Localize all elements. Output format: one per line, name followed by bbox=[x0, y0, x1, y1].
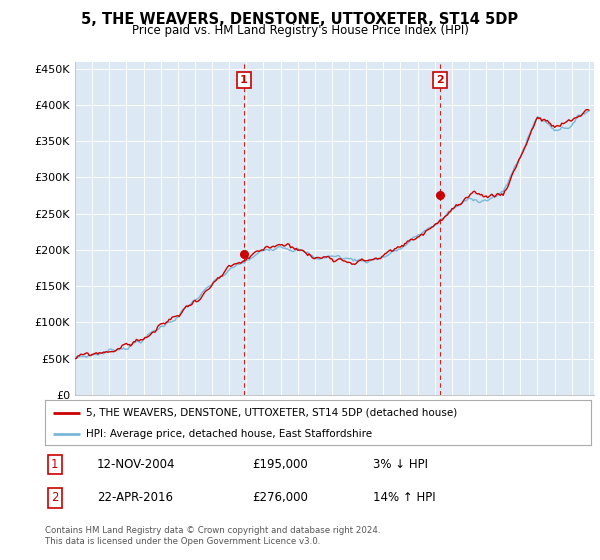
Text: 3% ↓ HPI: 3% ↓ HPI bbox=[373, 458, 428, 471]
Text: 5, THE WEAVERS, DENSTONE, UTTOXETER, ST14 5DP: 5, THE WEAVERS, DENSTONE, UTTOXETER, ST1… bbox=[82, 12, 518, 27]
Text: Price paid vs. HM Land Registry's House Price Index (HPI): Price paid vs. HM Land Registry's House … bbox=[131, 24, 469, 37]
Text: 1: 1 bbox=[240, 75, 248, 85]
Text: 2: 2 bbox=[51, 491, 59, 505]
Text: 22-APR-2016: 22-APR-2016 bbox=[97, 491, 173, 505]
Text: 1: 1 bbox=[51, 458, 59, 471]
Text: £276,000: £276,000 bbox=[253, 491, 308, 505]
Text: HPI: Average price, detached house, East Staffordshire: HPI: Average price, detached house, East… bbox=[86, 428, 372, 438]
Text: £195,000: £195,000 bbox=[253, 458, 308, 471]
Text: 5, THE WEAVERS, DENSTONE, UTTOXETER, ST14 5DP (detached house): 5, THE WEAVERS, DENSTONE, UTTOXETER, ST1… bbox=[86, 408, 457, 418]
Text: 2: 2 bbox=[436, 75, 444, 85]
Text: 12-NOV-2004: 12-NOV-2004 bbox=[97, 458, 175, 471]
Text: Contains HM Land Registry data © Crown copyright and database right 2024.
This d: Contains HM Land Registry data © Crown c… bbox=[45, 526, 380, 546]
Text: 14% ↑ HPI: 14% ↑ HPI bbox=[373, 491, 435, 505]
